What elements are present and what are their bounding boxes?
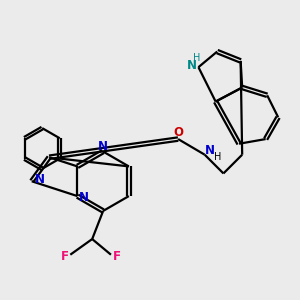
Text: N: N <box>98 140 108 153</box>
Text: O: O <box>173 126 183 139</box>
Text: F: F <box>61 250 69 263</box>
Text: N: N <box>34 173 44 186</box>
Text: N: N <box>79 191 89 204</box>
Text: H: H <box>194 53 201 63</box>
Text: N: N <box>187 59 196 72</box>
Text: F: F <box>112 250 121 263</box>
Text: H: H <box>214 152 221 162</box>
Text: N: N <box>205 144 215 157</box>
